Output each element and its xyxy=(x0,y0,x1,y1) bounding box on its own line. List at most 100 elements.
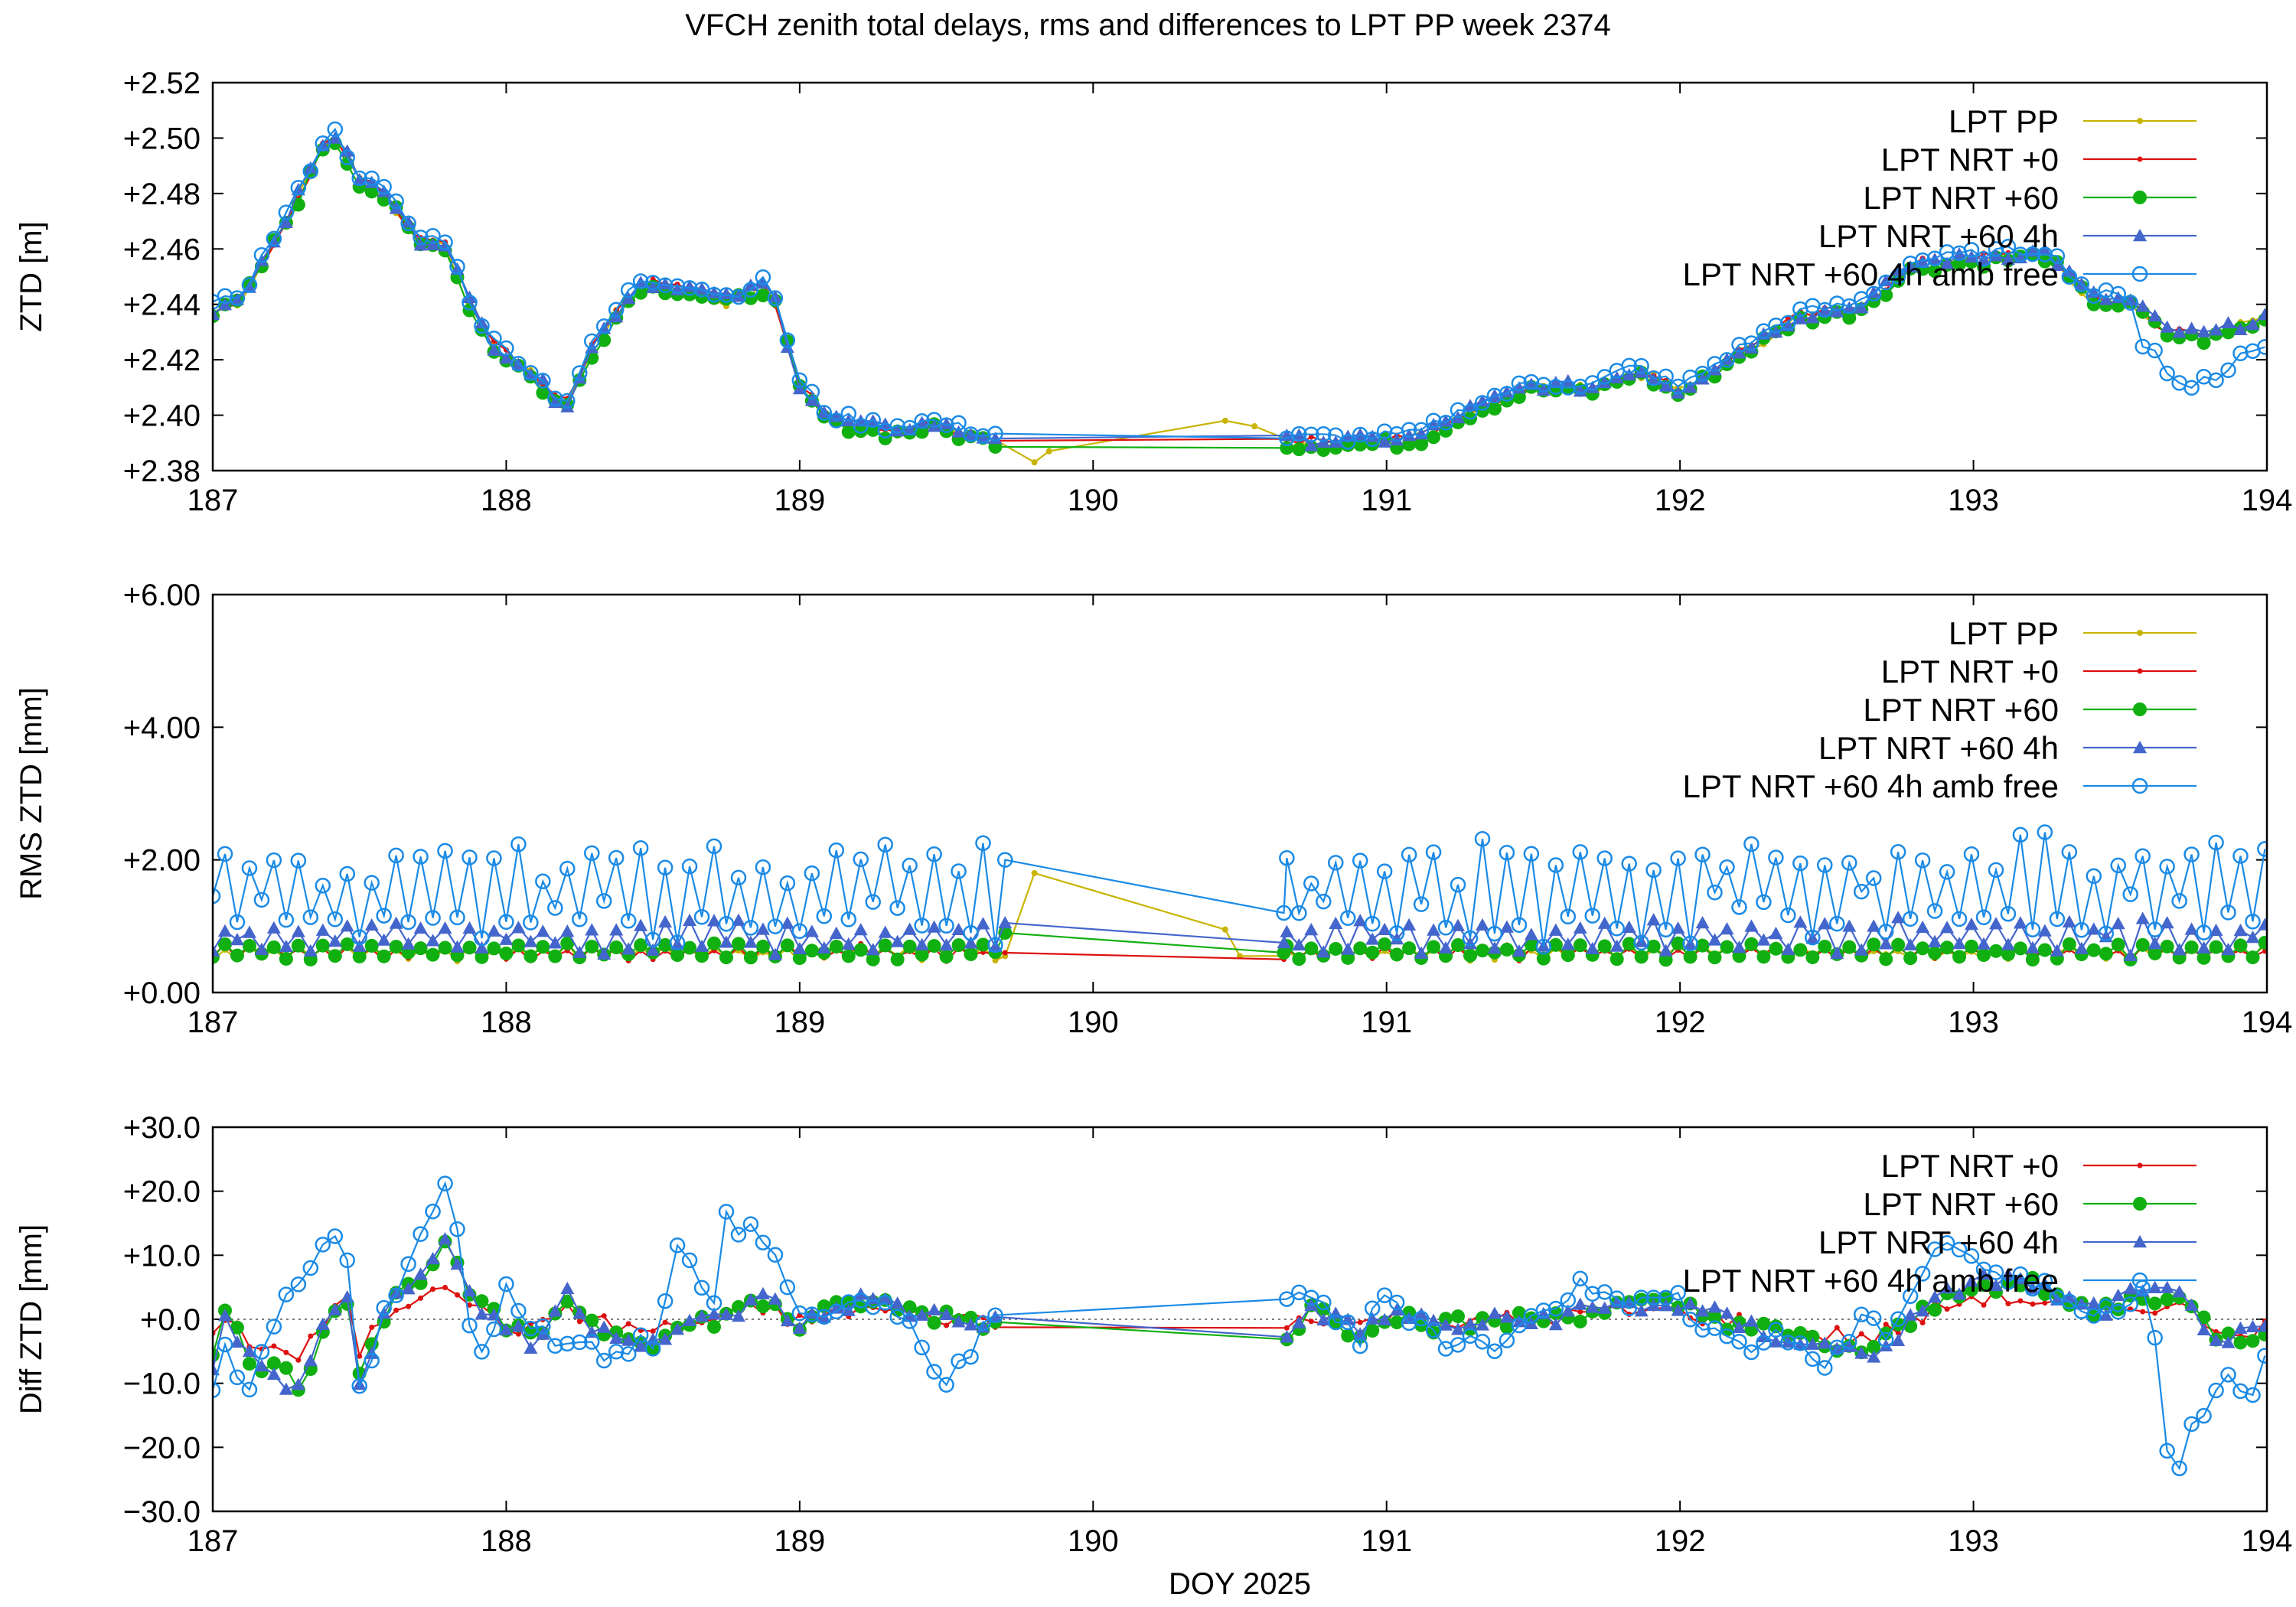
data-point-lpt-nrt-60-4h xyxy=(915,937,929,950)
data-point-lpt-nrt-60-4h xyxy=(768,290,782,303)
data-point-lpt-nrt-60-4h-amb-free xyxy=(902,419,918,436)
data-point-lpt-nrt-60 xyxy=(878,938,892,953)
data-point-lpt-nrt-60-4h-amb-free xyxy=(523,365,539,381)
data-point-lpt-nrt-60-4h xyxy=(401,1282,416,1295)
data-point-lpt-nrt-60-4h-amb-free xyxy=(828,412,845,429)
data-point-lpt-nrt-60 xyxy=(1487,402,1502,416)
data-point-lpt-nrt-60-4h-amb-free xyxy=(1988,1264,2004,1280)
data-point-lpt-nrt-60-4h xyxy=(2160,916,2174,929)
data-point-lpt-nrt-60-4h-amb-free xyxy=(1291,425,1307,442)
data-point-lpt-nrt-60-4h-amb-free xyxy=(840,911,857,927)
data-point-lpt-nrt-60-4h-amb-free xyxy=(1939,244,1955,260)
data-point-lpt-nrt-60-4h xyxy=(890,934,905,947)
data-point-lpt-nrt-60-4h xyxy=(634,918,648,931)
data-point-lpt-nrt-60-4h-amb-free xyxy=(2012,246,2029,262)
data-point-lpt-nrt-60 xyxy=(279,1361,293,1375)
data-point-lpt-nrt-60-4h-amb-free xyxy=(2135,848,2151,864)
data-point-lpt-nrt-60-4h-amb-free xyxy=(987,937,1003,953)
data-point-lpt-nrt-60 xyxy=(683,940,697,955)
data-point-lpt-nrt-60-4h xyxy=(585,923,599,936)
data-point-lpt-nrt-60-4h-amb-free xyxy=(706,838,722,855)
data-point-lpt-nrt-60-4h-amb-free xyxy=(302,163,319,179)
data-point-lpt-nrt-60 xyxy=(1769,941,1783,956)
data-point-lpt-nrt-60 xyxy=(731,937,745,951)
data-point-lpt-nrt-60-4h-amb-free xyxy=(400,215,416,232)
data-point-lpt-nrt-60 xyxy=(2062,937,2076,951)
data-point-lpt-nrt-60-4h-amb-free xyxy=(2232,345,2249,362)
data-point-lpt-nrt-60-4h xyxy=(266,1367,281,1380)
data-point-lpt-nrt-60-4h-amb-free xyxy=(1841,855,1857,871)
data-point-lpt-nrt-60-4h xyxy=(487,343,501,356)
data-point-lpt-nrt-60-4h xyxy=(1609,939,1624,952)
data-point-lpt-nrt-60 xyxy=(230,1320,244,1335)
data-point-lpt-nrt-60-4h-amb-free xyxy=(302,909,319,925)
data-point-lpt-nrt-60-4h xyxy=(572,945,587,958)
data-point-lpt-nrt-60-4h-amb-free xyxy=(877,1294,893,1311)
ticks-diff: 187 188 189 190 191 192 193 194 −30.0 −20.0 −10.0 +… xyxy=(123,1111,2293,1558)
data-point-lpt-nrt-60 xyxy=(1475,944,1489,958)
data-point-lpt-nrt-60-4h xyxy=(2123,1282,2138,1295)
legend-marker xyxy=(2131,266,2148,282)
data-point-lpt-nrt-60-4h xyxy=(487,924,501,937)
data-point-lpt-nrt-60-4h-amb-free xyxy=(1780,315,1796,331)
data-point-lpt-nrt-60 xyxy=(707,1319,722,1334)
data-point-lpt-nrt-60-4h-amb-free xyxy=(1670,850,1686,866)
data-point-lpt-nrt-60 xyxy=(1769,1319,1783,1334)
data-point-lpt-nrt-60-4h-amb-free xyxy=(1450,1337,1466,1353)
x-tick-label: 194 xyxy=(2242,484,2293,517)
data-point-lpt-nrt-60 xyxy=(1499,942,1514,957)
data-point-lpt-nrt-60 xyxy=(536,940,550,954)
data-point-lpt-nrt-60 xyxy=(1341,1328,1355,1343)
data-point-lpt-nrt-60-4h xyxy=(475,1307,489,1320)
data-point-lpt-nrt-60-4h xyxy=(2172,325,2187,338)
data-point-lpt-nrt-60 xyxy=(829,939,843,953)
data-point-lpt-nrt-60-4h xyxy=(1487,941,1502,954)
data-point-lpt-nrt-60-4h-amb-free xyxy=(2159,859,2175,875)
xlabel-diff: DOY 2025 xyxy=(1169,1567,1311,1601)
data-point-lpt-nrt-60-4h xyxy=(1695,916,1710,929)
data-point-lpt-nrt-60-4h-amb-free xyxy=(449,909,465,926)
data-point-lpt-nrt-60-4h-amb-free xyxy=(364,875,380,891)
data-point-lpt-nrt-60-4h xyxy=(1463,937,1477,950)
data-point-lpt-nrt-60-4h xyxy=(2037,243,2052,256)
data-point-lpt-nrt-60-4h xyxy=(2050,944,2064,957)
data-point-lpt-nrt-60-4h xyxy=(1536,383,1551,396)
data-point-lpt-nrt-60-4h-amb-free xyxy=(1694,365,1711,382)
data-point-lpt-nrt-0 xyxy=(1002,950,1008,956)
data-point-lpt-nrt-60-4h xyxy=(413,1267,428,1280)
data-point-lpt-nrt-60-4h-amb-free xyxy=(449,259,465,275)
data-point-lpt-nrt-60-4h-amb-free xyxy=(425,1203,441,1220)
data-point-lpt-nrt-60-4h xyxy=(1561,1304,1575,1317)
data-point-lpt-nrt-60-4h xyxy=(2037,924,2052,937)
data-point-lpt-nrt-60-4h xyxy=(1439,1318,1453,1331)
data-point-lpt-nrt-60 xyxy=(2209,940,2223,954)
data-point-lpt-nrt-60 xyxy=(1451,938,1466,953)
data-point-lpt-nrt-60-4h-amb-free xyxy=(1450,876,1466,893)
data-point-lpt-nrt-0 xyxy=(1577,1309,1583,1315)
data-point-lpt-nrt-60-4h xyxy=(1879,937,1893,950)
data-point-lpt-nrt-60 xyxy=(1609,952,1624,966)
data-point-lpt-nrt-60-4h-amb-free xyxy=(2110,1303,2126,1320)
data-point-lpt-nrt-60-4h xyxy=(1292,937,1306,951)
data-point-lpt-nrt-60-4h-amb-free xyxy=(1560,1292,1577,1309)
data-point-lpt-nrt-60-4h-amb-free xyxy=(2086,288,2102,304)
data-point-lpt-nrt-60-4h-amb-free xyxy=(889,418,905,434)
data-point-lpt-nrt-60-4h-amb-free xyxy=(1486,925,1503,942)
y-tick-label: +10.0 xyxy=(123,1239,201,1273)
data-point-lpt-nrt-60-4h-amb-free xyxy=(2208,372,2224,389)
data-point-lpt-nrt-60-4h xyxy=(450,940,465,953)
data-point-lpt-nrt-60 xyxy=(1891,937,1906,952)
data-point-lpt-nrt-0 xyxy=(418,1295,424,1301)
data-point-lpt-nrt-60-4h-amb-free xyxy=(706,286,722,303)
data-point-lpt-nrt-60 xyxy=(1940,940,1955,955)
data-point-lpt-nrt-60-4h-amb-free xyxy=(547,900,563,916)
x-tick-label: 190 xyxy=(1068,1006,1119,1039)
data-point-lpt-nrt-60-4h-amb-free xyxy=(1499,1332,1515,1348)
data-point-lpt-nrt-60-4h-amb-free xyxy=(376,908,392,924)
data-point-lpt-nrt-60-4h-amb-free xyxy=(1756,894,1772,911)
data-point-lpt-nrt-60-4h-amb-free xyxy=(644,931,661,948)
data-point-lpt-nrt-60 xyxy=(1658,953,1673,967)
data-point-lpt-nrt-60-4h-amb-free xyxy=(2147,342,2163,359)
data-point-lpt-nrt-60-4h xyxy=(230,933,244,946)
